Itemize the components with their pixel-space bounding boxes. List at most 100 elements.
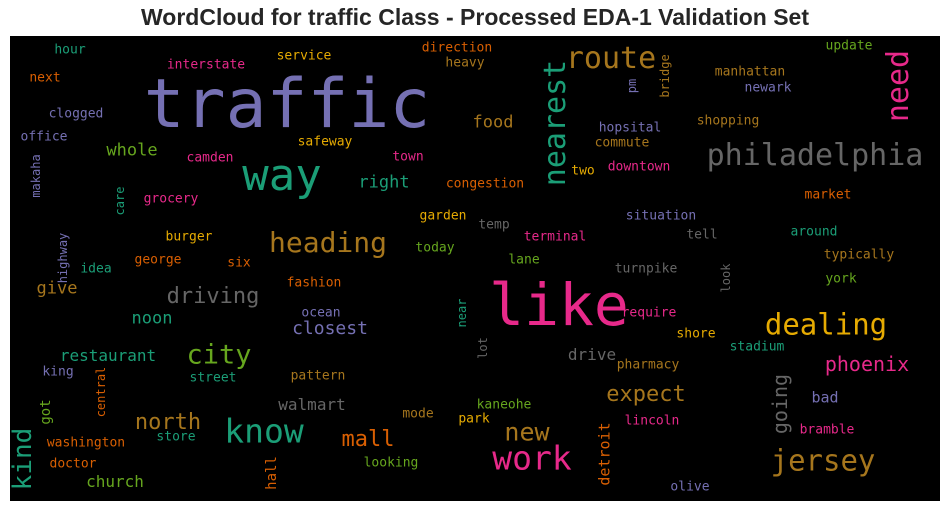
word-update: update [825, 38, 873, 54]
word-walmart: walmart [278, 395, 346, 414]
word-store: store [156, 429, 196, 445]
word-olive: olive [670, 479, 710, 495]
word-kaneohe: kaneohe [476, 397, 532, 413]
word-manhattan: manhattan [714, 64, 786, 80]
word-makaha: makaha [29, 154, 43, 198]
word-require: require [621, 305, 677, 321]
word-highway: highway [56, 232, 70, 284]
word-work: work [492, 438, 572, 478]
word-new: new [504, 417, 550, 447]
word-town: town [392, 149, 424, 165]
word-restaurant: restaurant [59, 346, 157, 365]
word-shopping: shopping [696, 113, 760, 129]
word-heading: heading [268, 226, 388, 259]
word-garden: garden [419, 208, 467, 224]
word-closest: closest [292, 318, 368, 339]
word-bramble: bramble [799, 422, 855, 438]
word-philadelphia: philadelphia [706, 138, 924, 173]
word-food: food [472, 112, 514, 133]
word-doctor: doctor [49, 456, 97, 472]
word-turnpike: turnpike [614, 261, 678, 277]
word-got: got [38, 399, 54, 425]
word-nearest: nearest [538, 59, 573, 187]
word-king: king [42, 364, 74, 380]
word-lot: lot [476, 337, 490, 359]
word-expect: expect [606, 382, 686, 407]
word-hour: hour [54, 42, 86, 58]
word-safeway: safeway [297, 134, 353, 150]
word-drive: drive [567, 345, 617, 364]
word-grocery: grocery [143, 191, 199, 207]
word-street: street [189, 370, 237, 386]
word-near: near [455, 298, 469, 328]
word-know: know [224, 411, 304, 451]
word-today: today [415, 240, 455, 256]
word-service: service [276, 48, 332, 64]
word-dealing: dealing [764, 307, 888, 342]
word-pm: pm [625, 78, 639, 94]
word-way: way [242, 150, 322, 201]
word-route: route [565, 41, 657, 76]
word-need: need [881, 49, 916, 123]
word-market: market [804, 187, 852, 203]
word-bridge: bridge [658, 54, 672, 98]
word-pharmacy: pharmacy [616, 357, 680, 373]
word-driving: driving [166, 284, 260, 309]
word-george: george [134, 252, 182, 268]
word-clogged: clogged [48, 106, 104, 122]
word-lane: lane [508, 252, 540, 268]
word-washington: washington [46, 435, 126, 451]
word-mall: mall [341, 427, 395, 452]
word-heavy: heavy [445, 55, 485, 71]
word-shore: shore [676, 326, 716, 342]
word-park: park [458, 411, 490, 427]
word-terminal: terminal [523, 229, 587, 245]
word-burger: burger [165, 229, 213, 245]
word-north: north [134, 410, 202, 435]
word-right: right [358, 172, 410, 193]
word-detroit: detroit [595, 422, 614, 486]
word-look: look [719, 263, 733, 293]
word-traffic: traffic [143, 65, 431, 144]
word-direction: direction [421, 40, 493, 56]
word-ocean: ocean [301, 305, 341, 321]
word-downtown: downtown [607, 159, 671, 175]
word-whole: whole [106, 140, 158, 161]
word-temp: temp [478, 217, 510, 233]
word-typically: typically [823, 247, 895, 263]
word-six: six [227, 255, 251, 271]
word-like: like [489, 271, 629, 339]
word-give: give [36, 278, 78, 299]
word-church: church [86, 472, 144, 491]
word-next: next [29, 70, 61, 86]
word-situation: situation [625, 208, 697, 224]
word-york: york [825, 271, 857, 287]
word-phoenix: phoenix [824, 352, 910, 376]
word-camden: camden [186, 150, 234, 166]
word-hall: hall [264, 456, 280, 490]
word-lincoln: lincoln [624, 413, 680, 429]
word-city: city [186, 339, 252, 371]
word-interstate: interstate [166, 57, 246, 73]
word-jersey: jersey [770, 443, 876, 478]
wordcloud-canvas: traffic like way philadelphia route nearest ne… [10, 36, 940, 501]
word-mode: mode [402, 406, 434, 422]
word-pattern: pattern [290, 368, 346, 384]
word-central: central [94, 366, 108, 418]
word-office: office [20, 129, 68, 145]
word-going: going [768, 373, 792, 435]
word-fashion: fashion [286, 275, 342, 291]
word-idea: idea [80, 261, 112, 277]
word-stadium: stadium [729, 339, 785, 355]
word-congestion: congestion [445, 176, 525, 192]
word-noon: noon [131, 308, 173, 329]
word-around: around [790, 224, 838, 240]
chart-title: WordCloud for traffic Class - Processed … [141, 4, 809, 30]
word-commute: commute [594, 135, 650, 151]
word-hopsital: hopsital [598, 120, 662, 136]
word-looking: looking [363, 455, 419, 471]
word-bad: bad [811, 388, 839, 407]
word-care: care [113, 186, 127, 216]
word-newark: newark [744, 80, 792, 96]
word-two: two [571, 163, 595, 179]
